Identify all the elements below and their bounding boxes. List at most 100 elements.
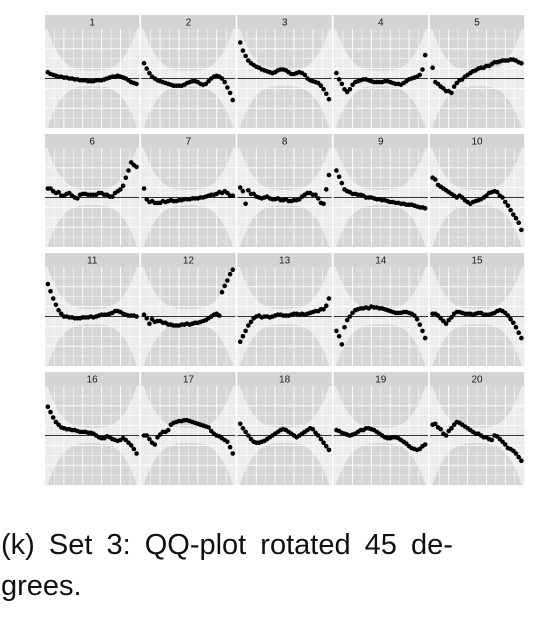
data-point [318,436,324,442]
data-point [50,296,56,301]
data-point [323,187,329,192]
data-point [222,283,227,289]
data-point [449,90,454,96]
panel-7: 7 [141,134,236,247]
panel-strip [333,253,428,267]
panel-12: 12 [141,253,236,366]
panel-label: 9 [378,137,384,148]
data-point [147,70,152,76]
panel-strip [141,15,236,29]
data-point [248,319,254,325]
data-point [339,81,345,87]
data-point [336,174,342,180]
panel-label: 10 [471,137,483,148]
panel-10: 10 [429,134,525,247]
panel-label: 8 [282,137,288,148]
data-point [321,440,326,446]
data-point [50,415,56,420]
data-point [334,70,339,76]
data-point [347,314,353,319]
data-point [326,172,332,178]
panel-label: 5 [474,18,480,29]
data-point [513,325,519,330]
data-point [438,426,444,432]
data-point [118,187,123,192]
data-point [134,314,139,319]
panel-strip [141,372,236,386]
data-point [225,278,230,283]
panel-label: 1 [89,18,95,29]
data-point [347,87,353,92]
data-point [243,201,248,207]
data-point [339,180,345,186]
data-point [516,330,521,336]
data-point [53,302,59,308]
data-point [420,328,425,334]
data-point [422,52,428,58]
data-point [230,451,236,456]
panel-17: 17 [141,372,236,485]
panel-strip [429,134,525,148]
panel-label: 3 [282,18,288,29]
panel-strip [237,253,332,267]
data-point [420,67,425,72]
data-point [336,334,342,339]
figure-caption: (k) Set 3: QQ-plot rotated 45 de- grees. [0,525,541,615]
data-point [237,339,243,345]
data-point [243,429,248,435]
data-point [313,192,318,198]
panel-1: 1 [45,15,140,128]
data-point [513,451,519,456]
panel-20: 20 [429,372,525,485]
data-point [219,289,225,295]
data-point [430,65,435,70]
data-point [141,312,147,318]
data-point [412,313,417,318]
data-point [505,203,511,208]
data-point [417,322,423,327]
data-point [144,316,150,321]
data-point [494,189,500,195]
panel-label: 11 [87,256,98,267]
data-point [519,335,524,341]
data-point [131,446,137,452]
panel-strip [45,134,140,148]
data-point [227,271,233,277]
data-point [144,66,150,71]
panel-label: 12 [183,256,195,267]
panel-strip [237,15,332,29]
panel-label: 19 [375,375,387,386]
data-point [344,317,350,323]
data-point [310,426,316,432]
data-point [134,451,139,456]
panel-13: 13 [237,253,332,366]
data-point [134,81,139,87]
data-point [126,168,131,173]
panel-15: 15 [429,253,525,366]
data-point [339,342,345,347]
data-point [141,60,147,66]
data-point [237,185,243,190]
panel-4: 4 [333,15,428,128]
panel-label: 2 [186,18,192,29]
data-point [144,433,150,438]
panel-11: 11 [45,253,140,366]
data-point [323,303,329,309]
panel-8: 8 [237,134,332,247]
caption-line-2: grees. [1,570,82,602]
data-point [451,84,457,89]
data-point [45,281,51,287]
data-point [519,227,524,233]
panel-label: 13 [279,256,291,267]
panel-label: 18 [279,375,291,386]
data-point [246,433,251,438]
data-point [227,444,233,450]
data-point [302,72,308,78]
panel-label: 16 [87,375,99,386]
panel-strip [141,253,236,267]
data-point [449,426,454,431]
data-point [246,188,251,193]
panel-14: 14 [333,253,428,366]
panel-strip [237,372,332,386]
